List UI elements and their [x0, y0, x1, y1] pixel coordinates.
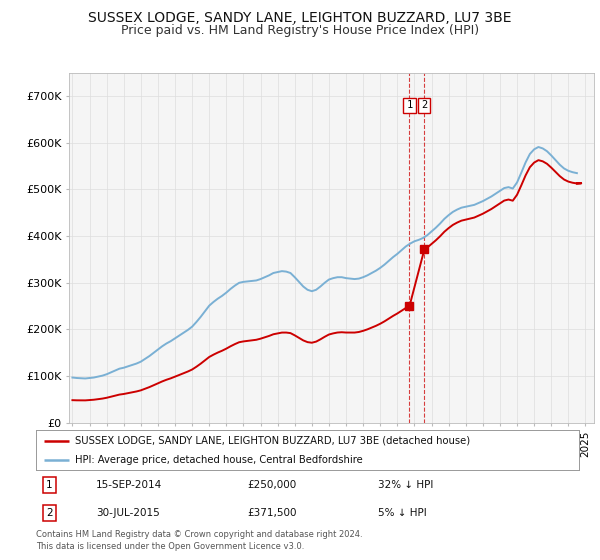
Text: 2: 2: [46, 508, 53, 517]
Text: 1: 1: [406, 100, 413, 110]
Text: 1: 1: [46, 480, 53, 490]
Text: £250,000: £250,000: [248, 480, 297, 490]
Text: HPI: Average price, detached house, Central Bedfordshire: HPI: Average price, detached house, Cent…: [75, 455, 363, 465]
Text: 32% ↓ HPI: 32% ↓ HPI: [378, 480, 433, 490]
Text: SUSSEX LODGE, SANDY LANE, LEIGHTON BUZZARD, LU7 3BE (detached house): SUSSEX LODGE, SANDY LANE, LEIGHTON BUZZA…: [75, 436, 470, 446]
Text: 30-JUL-2015: 30-JUL-2015: [96, 508, 160, 517]
Text: 15-SEP-2014: 15-SEP-2014: [96, 480, 162, 490]
Text: £371,500: £371,500: [248, 508, 297, 517]
Text: Price paid vs. HM Land Registry's House Price Index (HPI): Price paid vs. HM Land Registry's House …: [121, 24, 479, 36]
Text: SUSSEX LODGE, SANDY LANE, LEIGHTON BUZZARD, LU7 3BE: SUSSEX LODGE, SANDY LANE, LEIGHTON BUZZA…: [88, 11, 512, 25]
Text: 5% ↓ HPI: 5% ↓ HPI: [378, 508, 427, 517]
Text: 2: 2: [421, 100, 427, 110]
Text: Contains HM Land Registry data © Crown copyright and database right 2024.
This d: Contains HM Land Registry data © Crown c…: [36, 530, 362, 551]
